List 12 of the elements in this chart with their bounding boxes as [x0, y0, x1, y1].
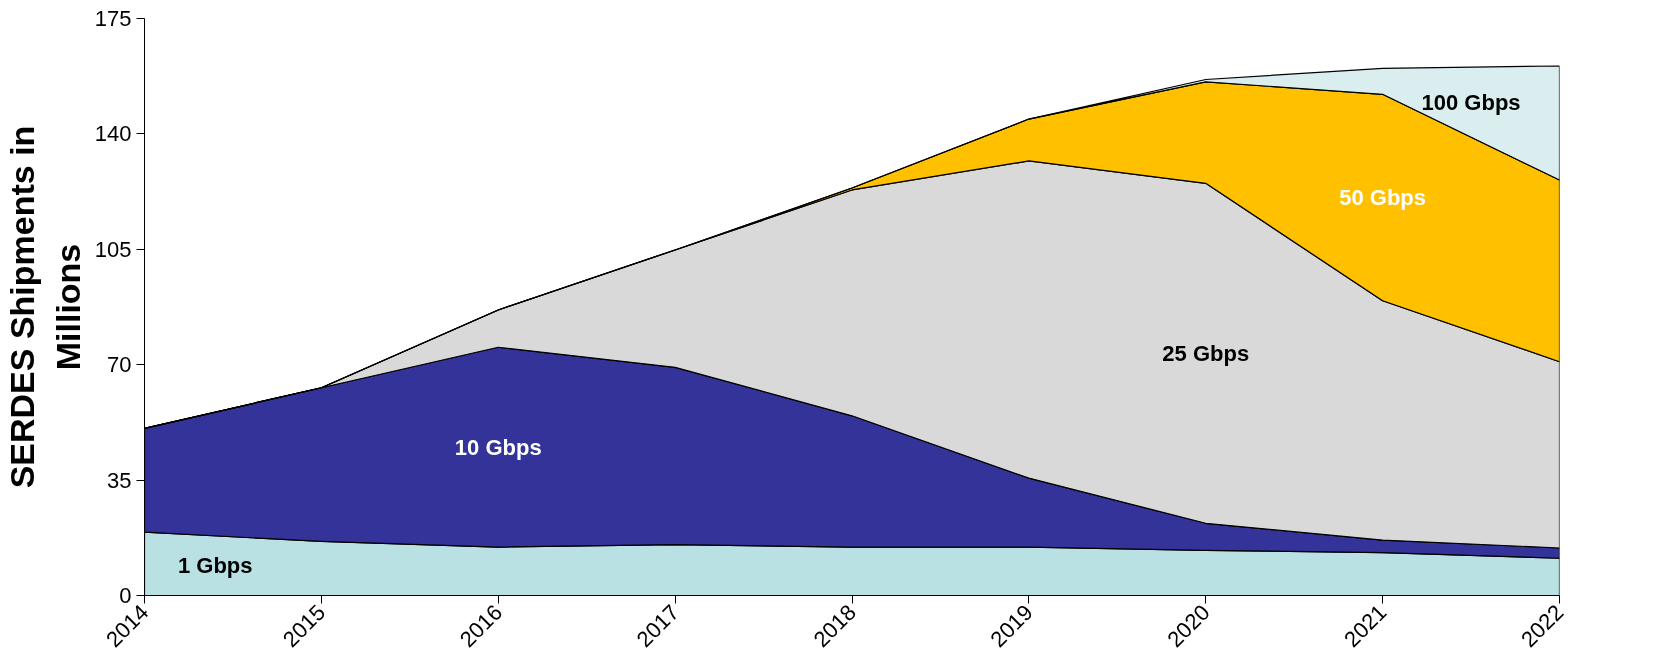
series-label: 25 Gbps	[1162, 340, 1250, 366]
y-tick-label: 175	[94, 6, 132, 31]
y-tick-label: 0	[119, 583, 132, 608]
series-label: 10 Gbps	[454, 434, 542, 460]
y-tick-label: 140	[94, 121, 132, 147]
y-tick-label: 35	[107, 467, 132, 493]
series-label: 100 Gbps	[1421, 89, 1521, 115]
y-tick-label: 105	[94, 236, 132, 262]
series-label: 1 Gbps	[177, 553, 253, 579]
series-label: 50 Gbps	[1339, 185, 1427, 211]
y-axis-title: SERDES Shipments in Millions	[3, 125, 87, 489]
y-tick-label: 70	[107, 352, 132, 378]
